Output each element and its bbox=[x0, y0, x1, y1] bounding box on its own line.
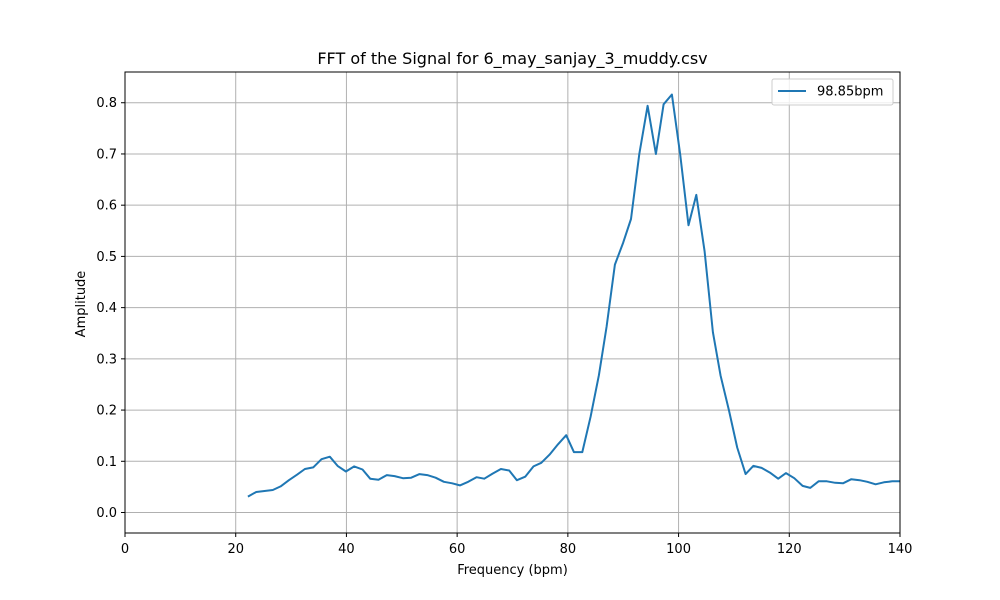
legend: 98.85bpm bbox=[771, 78, 894, 106]
x-axis-title: Frequency (bpm) bbox=[457, 563, 568, 578]
y-tick-label: 0.4 bbox=[96, 301, 117, 316]
x-tick-label: 40 bbox=[338, 542, 355, 557]
series-layer bbox=[247, 93, 900, 498]
series-line bbox=[247, 93, 900, 498]
legend-box bbox=[771, 78, 894, 106]
x-axis: 0 20 40 60 80 100 120 140 bbox=[121, 533, 913, 557]
x-tick-label: 80 bbox=[560, 542, 577, 557]
legend-label: 98.85bpm bbox=[817, 85, 883, 100]
y-tick-label: 0.7 bbox=[96, 147, 117, 162]
x-tick-label: 120 bbox=[777, 542, 802, 557]
x-tick-label: 20 bbox=[227, 542, 244, 557]
y-tick-label: 0.3 bbox=[96, 352, 117, 367]
y-tick-label: 0.6 bbox=[96, 199, 117, 214]
plot-frame bbox=[124, 71, 901, 534]
x-tick-label: 60 bbox=[449, 542, 466, 557]
chart-title: FFT of the Signal for 6_may_sanjay_3_mud… bbox=[317, 49, 707, 69]
y-axis-title: Amplitude bbox=[74, 271, 89, 338]
y-tick-label: 0.5 bbox=[96, 250, 117, 265]
x-tick-label: 140 bbox=[888, 542, 913, 557]
y-axis: 0.0 0.1 0.2 0.3 0.4 0.5 0.6 0.7 0.8 bbox=[96, 96, 125, 521]
y-tick-label: 0.1 bbox=[96, 455, 117, 470]
y-tick-label: 0.2 bbox=[96, 404, 117, 419]
y-tick-label: 0.8 bbox=[96, 96, 117, 111]
x-tick-label: 100 bbox=[666, 542, 691, 557]
x-tick-label: 0 bbox=[121, 542, 129, 557]
y-tick-label: 0.0 bbox=[96, 506, 117, 521]
